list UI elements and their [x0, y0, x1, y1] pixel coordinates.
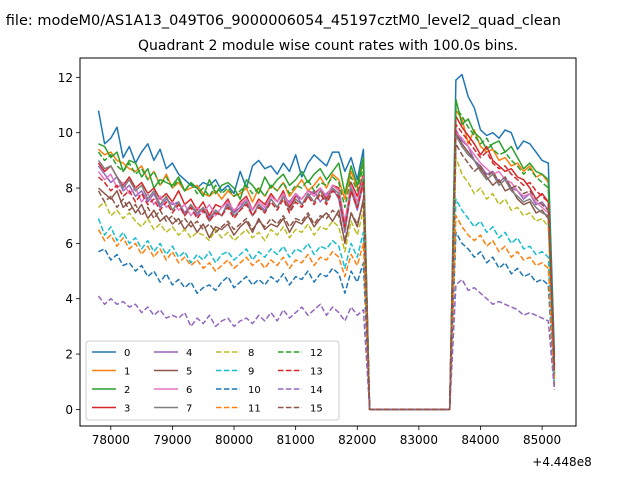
x-tick-label: 85000: [523, 433, 561, 447]
legend-label-0: 0: [124, 348, 130, 359]
series-line-8: [97, 156, 556, 411]
y-tick-label: 6: [65, 237, 73, 251]
y-tick-label: 2: [65, 348, 73, 362]
y-axis: 0 2 4 6 8 10 12: [58, 71, 80, 417]
series-line-12: [97, 107, 556, 411]
legend-label-11: 11: [248, 404, 261, 415]
series-line-15: [97, 143, 556, 411]
legend-label-7: 7: [186, 404, 192, 415]
legend-label-10: 10: [248, 385, 261, 396]
x-tick-label: 84000: [461, 433, 499, 447]
legend-label-2: 2: [124, 385, 130, 396]
y-tick-label: 0: [65, 403, 73, 417]
y-tick-label: 10: [58, 126, 73, 140]
series-line-3: [97, 115, 556, 411]
series-line-9: [97, 198, 556, 411]
y-tick-label: 12: [58, 71, 73, 85]
x-tick-label: 83000: [400, 433, 438, 447]
series-layer: [97, 73, 556, 411]
legend-label-5: 5: [186, 367, 192, 378]
series-line-10: [98, 231, 556, 411]
x-tick-label: 79000: [153, 433, 191, 447]
legend-label-12: 12: [310, 348, 323, 359]
series-line-13: [97, 123, 556, 411]
legend-box: [85, 340, 340, 421]
x-tick-label: 81000: [277, 433, 315, 447]
x-axis: 78000 79000 80000 81000 82000 83000 84000 85000: [92, 426, 561, 447]
legend-label-8: 8: [248, 348, 254, 359]
series-line-0: [97, 73, 556, 411]
y-tick-label: 8: [65, 182, 73, 196]
series-line-14: [97, 278, 556, 411]
series-line-5: [97, 131, 556, 411]
x-tick-label: 80000: [215, 433, 253, 447]
legend-label-3: 3: [124, 404, 130, 415]
series-line-2: [98, 98, 556, 411]
legend-label-6: 6: [186, 385, 192, 396]
legend-label-15: 15: [310, 404, 323, 415]
figure-suptitle: n file: modeM0/AS1A13_049T06_9000006054_…: [0, 13, 561, 29]
legend-label-14: 14: [310, 385, 323, 396]
legend-label-9: 9: [248, 367, 254, 378]
legend-label-4: 4: [186, 348, 192, 359]
series-line-6: [97, 131, 556, 411]
series-line-11: [97, 214, 556, 411]
legend-label-13: 13: [310, 367, 323, 378]
plot-frame: [79, 57, 577, 427]
x-offset-label: +4.448e8: [532, 455, 591, 469]
legend-label-1: 1: [124, 367, 130, 378]
series-line-7: [97, 134, 556, 411]
chart-title: Quadrant 2 module wise count rates with …: [138, 38, 518, 54]
x-tick-label: 82000: [338, 433, 376, 447]
x-tick-label: 78000: [92, 433, 130, 447]
y-tick-label: 4: [65, 292, 73, 306]
